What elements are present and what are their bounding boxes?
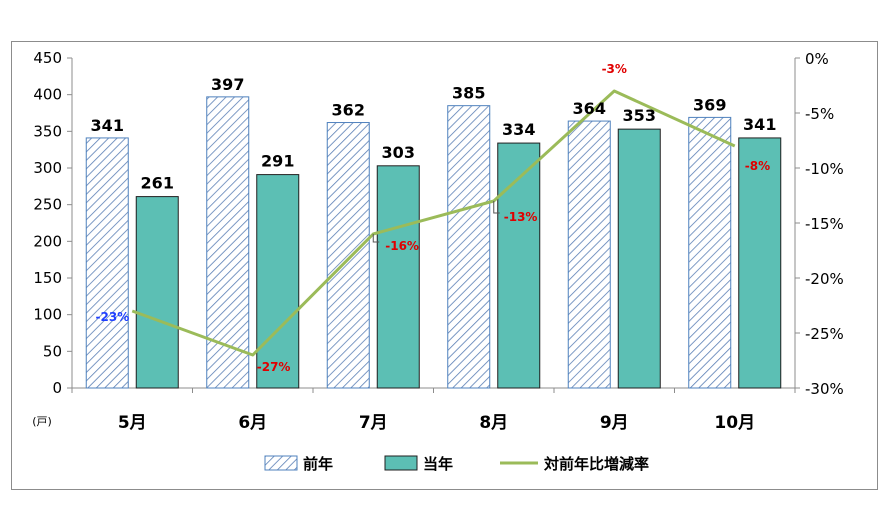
y-left-tick-label: 250: [33, 196, 62, 214]
bar-prev-year: [326, 122, 370, 389]
y-left-tick-label: 200: [33, 232, 62, 250]
bar-prev-year-label: 362: [332, 101, 365, 120]
bar-prev-year-label: 369: [693, 95, 726, 114]
bar-current-year: [256, 174, 300, 389]
y-left-tick-label: 100: [33, 306, 62, 324]
bar-prev-year: [567, 120, 611, 389]
rate-label-leader: [493, 201, 500, 214]
rate-label: -27%: [257, 360, 291, 374]
legend-label-prev-year: 前年: [303, 455, 333, 473]
rate-label: -23%: [96, 310, 130, 324]
y-right-tick-label: -5%: [805, 105, 834, 123]
rate-label: -3%: [602, 62, 627, 76]
y-right-tick-label: 0%: [805, 50, 829, 68]
bar-prev-year-label: 397: [211, 75, 244, 94]
rate-label-leader: [372, 234, 380, 243]
bar-prev-year: [688, 116, 732, 389]
bar-prev-year-label: 385: [452, 84, 485, 103]
y-left-unit: (戸): [32, 415, 52, 428]
bar-current-year: [497, 142, 541, 389]
y-left-tick-label: 450: [33, 49, 62, 67]
bar-current-year: [376, 165, 420, 389]
legend-swatch-prev-year: [264, 455, 298, 471]
legend-label-current-year: 当年: [423, 455, 453, 473]
x-category-label: 8月: [479, 413, 508, 433]
bar-prev-year-label: 341: [91, 116, 124, 135]
bar-current-year: [135, 196, 179, 389]
y-left-tick-label: 50: [43, 342, 62, 360]
y-left-tick-label: 350: [33, 122, 62, 140]
bar-current-year-label: 353: [623, 106, 656, 125]
y-left-tick-label: 400: [33, 86, 62, 104]
x-category-label: 9月: [600, 413, 629, 433]
y-right-tick-label: -30%: [805, 380, 844, 398]
bar-current-year-label: 334: [502, 120, 535, 139]
bar-current-year-label: 341: [743, 115, 776, 134]
x-category-label: 10月: [714, 413, 755, 433]
x-category-label: 5月: [118, 413, 147, 433]
bar-current-year-label: 303: [382, 143, 415, 162]
legend-label-rate: 対前年比増減率: [543, 455, 649, 473]
rate-label: -13%: [504, 210, 538, 224]
rate-label: -16%: [385, 239, 419, 253]
y-right-tick-label: -10%: [805, 160, 844, 178]
y-right-tick-label: -15%: [805, 215, 844, 233]
bar-current-year-label: 291: [261, 152, 294, 171]
bar-prev-year: [85, 137, 129, 389]
y-right-tick-label: -20%: [805, 270, 844, 288]
bar-prev-year-label: 364: [573, 99, 606, 118]
x-category-label: 6月: [238, 413, 267, 433]
rate-line: [131, 89, 736, 357]
y-left-tick-label: 300: [33, 159, 62, 177]
x-category-label: 7月: [359, 413, 388, 433]
bar-prev-year: [447, 105, 491, 389]
y-left-tick-label: 150: [33, 269, 62, 287]
bar-current-year: [617, 128, 661, 389]
y-left-tick-label: 0: [52, 379, 62, 397]
bar-current-year-label: 261: [141, 174, 174, 193]
legend-swatch-current-year: [384, 455, 418, 471]
bar-current-year: [738, 137, 782, 389]
y-right-tick-label: -25%: [805, 325, 844, 343]
rate-label: -8%: [745, 159, 770, 173]
